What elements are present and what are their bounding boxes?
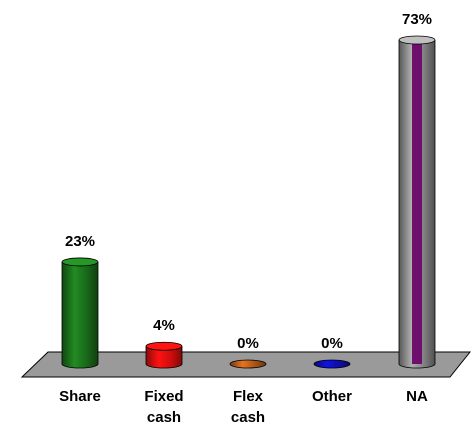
bar-top (61, 257, 99, 267)
x-tick-label: NA (406, 388, 428, 405)
bar (229, 359, 267, 369)
x-tick-label: Fixed cash (144, 388, 184, 426)
value-label: 0% (237, 335, 259, 352)
value-label: 23% (65, 233, 95, 250)
x-tick-label: Other (311, 388, 352, 405)
bar (61, 257, 99, 369)
bar (145, 341, 183, 369)
value-label: 73% (402, 11, 432, 28)
bar-top (398, 35, 436, 45)
bar-body (62, 261, 98, 364)
x-tick-label: Flex cash (230, 388, 266, 426)
bar-stripe (412, 40, 422, 364)
value-label: 4% (153, 317, 175, 334)
x-tick-label: Share (59, 388, 101, 405)
bar-base (229, 359, 267, 369)
bar-base (313, 359, 351, 369)
bar-body (146, 346, 182, 364)
bar (313, 359, 351, 369)
bar (398, 35, 436, 369)
value-label: 0% (321, 335, 343, 352)
bar-top (145, 341, 183, 351)
